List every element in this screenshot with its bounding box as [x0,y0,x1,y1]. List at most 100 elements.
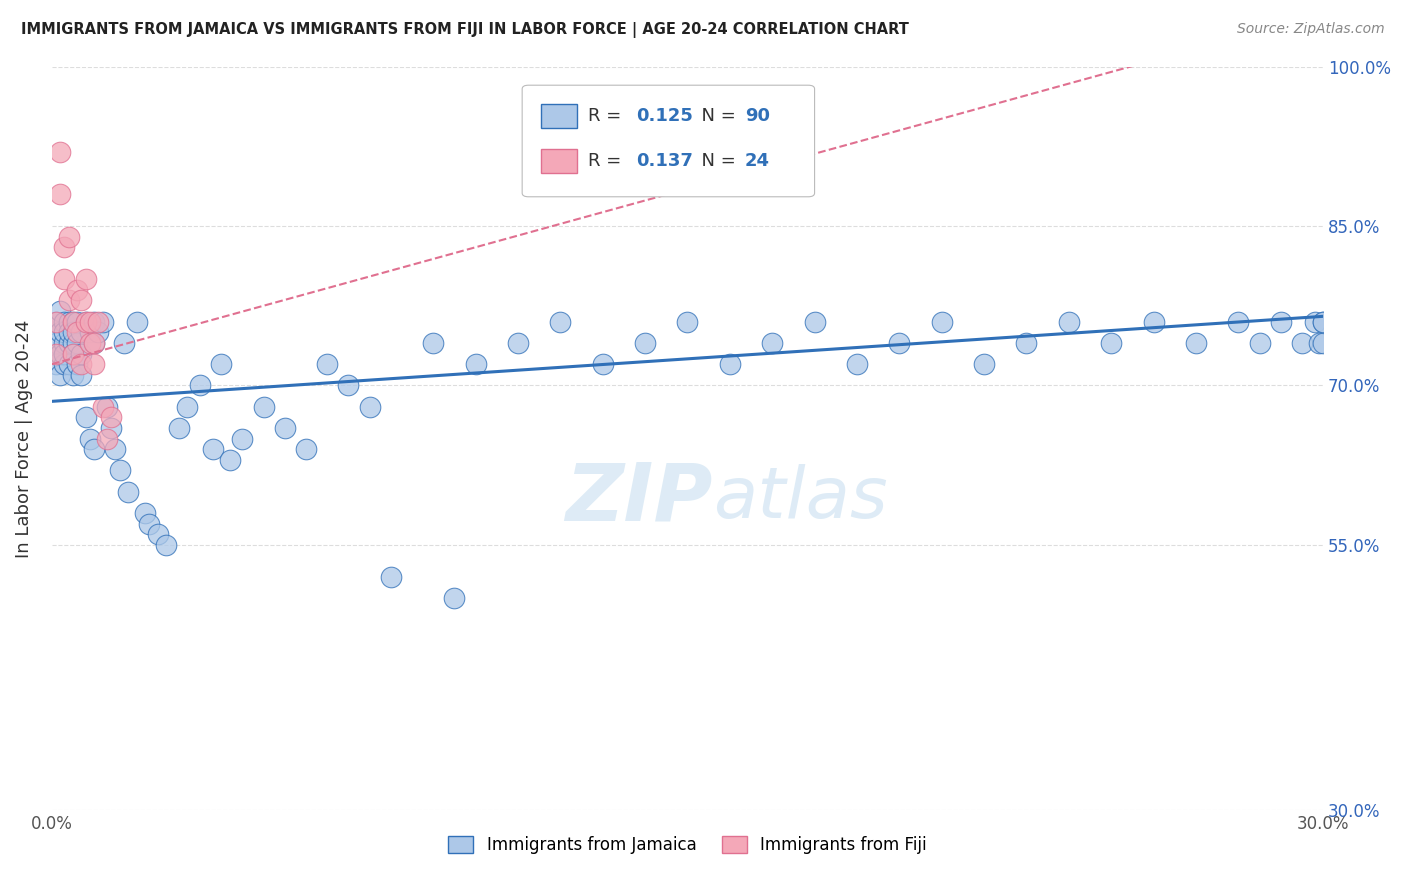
Point [49,326,72,340]
Point [316,357,339,371]
Point [1099,335,1122,350]
Point [58,293,80,308]
Point [87,326,110,340]
Point [359,400,381,414]
Point [188,378,211,392]
Point [91,315,114,329]
Point [506,335,529,350]
Point [138,516,160,531]
Point [83,335,105,350]
Point [1057,315,1080,329]
Text: Source: ZipAtlas.com: Source: ZipAtlas.com [1237,22,1385,37]
Y-axis label: In Labor Force | Age 20-24: In Labor Force | Age 20-24 [15,319,32,558]
Point [58,229,80,244]
Point [889,335,911,350]
Point [62,368,84,382]
Point [83,357,105,371]
Text: N =: N = [690,107,741,125]
Point [62,315,84,329]
Point [58,357,80,371]
Text: IMMIGRANTS FROM JAMAICA VS IMMIGRANTS FROM FIJI IN LABOR FORCE | AGE 20-24 CORRE: IMMIGRANTS FROM JAMAICA VS IMMIGRANTS FR… [21,22,908,38]
Point [422,335,444,350]
Point [79,432,101,446]
Point [253,400,276,414]
Point [96,432,118,446]
Point [380,570,402,584]
Text: 0.137: 0.137 [637,152,693,170]
Point [1270,315,1292,329]
Point [464,357,486,371]
Point [49,145,72,159]
Point [846,357,869,371]
Point [75,315,97,329]
Point [274,421,297,435]
Point [96,400,118,414]
Point [70,346,93,360]
Point [83,315,105,329]
Point [62,346,84,360]
Point [104,442,127,457]
Point [337,378,360,392]
Point [66,283,89,297]
Text: ZIP: ZIP [565,459,713,537]
Point [62,335,84,350]
Point [100,421,122,435]
Point [58,335,80,350]
Point [295,442,318,457]
Point [1308,335,1330,350]
Point [676,315,699,329]
Point [87,315,110,329]
Point [218,452,240,467]
Point [53,315,76,329]
Point [49,304,72,318]
Point [53,240,76,254]
Point [45,346,67,360]
Point [100,410,122,425]
Point [112,335,135,350]
Point [45,335,67,350]
Point [58,315,80,329]
Point [70,357,93,371]
Point [117,484,139,499]
FancyBboxPatch shape [522,86,814,197]
Point [79,315,101,329]
Point [45,315,67,329]
Point [167,421,190,435]
Point [1312,315,1334,329]
Text: 90: 90 [745,107,769,125]
Point [66,335,89,350]
Point [62,326,84,340]
Point [201,442,224,457]
Point [75,410,97,425]
Point [62,315,84,329]
Point [66,326,89,340]
Text: 24: 24 [745,152,769,170]
Point [45,315,67,329]
Point [53,272,76,286]
Point [53,335,76,350]
FancyBboxPatch shape [541,103,576,128]
Legend: Immigrants from Jamaica, Immigrants from Fiji: Immigrants from Jamaica, Immigrants from… [449,836,927,855]
Point [231,432,253,446]
Text: atlas: atlas [713,464,887,533]
FancyBboxPatch shape [541,149,576,173]
Point [761,335,783,350]
Point [1249,335,1271,350]
Point [79,326,101,340]
Point [931,315,953,329]
Point [49,368,72,382]
Point [49,346,72,360]
Point [83,442,105,457]
Text: R =: R = [588,107,627,125]
Point [443,591,465,605]
Point [634,335,657,350]
Point [79,335,101,350]
Point [91,400,114,414]
Point [49,187,72,202]
Point [53,357,76,371]
Point [134,506,156,520]
Point [155,538,177,552]
Point [803,315,825,329]
Point [75,272,97,286]
Point [973,357,995,371]
